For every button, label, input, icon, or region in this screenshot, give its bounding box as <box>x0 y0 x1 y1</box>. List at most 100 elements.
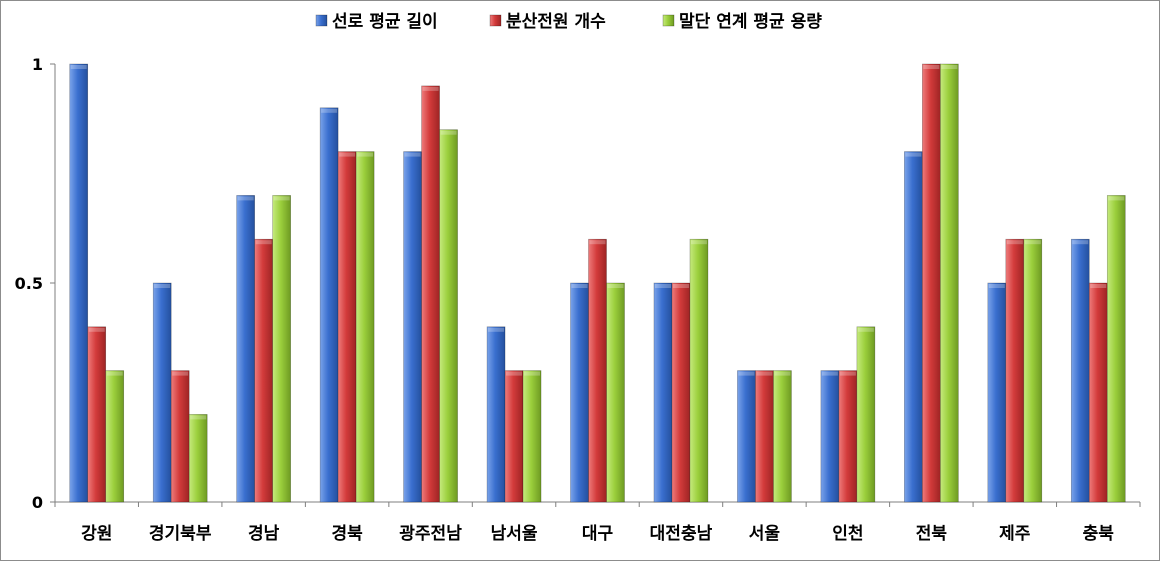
x-tick-label: 전북 <box>916 524 948 544</box>
bar-13-series-3 <box>1106 195 1126 503</box>
bar-highlight <box>839 371 856 376</box>
bar-9-series-2 <box>755 370 774 503</box>
bar-3-series-2 <box>254 238 273 503</box>
legend-label-2: 분산전원 개수 <box>506 12 606 32</box>
bar-highlight <box>672 284 689 288</box>
category-labels: 강원 경기북부 경남 경북 광주전남 남서울 대구 대전충남 서울 인천 전북 제주 충북 <box>81 524 1114 544</box>
bar-highlight <box>654 284 671 288</box>
bar-1-series-3 <box>105 370 125 503</box>
bar-1-series-1 <box>69 63 89 503</box>
bar-6-series-3 <box>522 370 542 503</box>
bar-7-series-1 <box>570 282 589 503</box>
bar-12-series-1 <box>987 282 1007 503</box>
bar-12-series-3 <box>1023 238 1043 503</box>
bar-highlight <box>607 284 624 288</box>
x-tick-label: 광주전남 <box>399 524 462 544</box>
bar-highlight <box>524 371 541 376</box>
bar-10-series-1 <box>820 370 840 503</box>
x-tick-label: 제주 <box>999 524 1031 544</box>
bar-11-series-2 <box>922 63 941 503</box>
legend-label-1: 선로 평균 길이 <box>332 12 438 32</box>
bar-highlight <box>988 284 1005 288</box>
bar-10-series-2 <box>838 370 858 503</box>
bar-8-series-1 <box>653 282 673 503</box>
x-tick-label: 경남 <box>248 524 280 544</box>
bar-highlight <box>106 371 123 376</box>
bar-highlight <box>237 196 254 201</box>
bar-2-series-2 <box>170 370 190 503</box>
bar-highlight <box>941 65 958 69</box>
x-tick-label: 강원 <box>81 524 112 544</box>
bar-highlight <box>1006 240 1023 245</box>
bar-highlight <box>404 152 421 157</box>
bar-5-series-1 <box>403 151 422 503</box>
bar-highlight <box>273 196 290 201</box>
x-tick-label: 대전충남 <box>650 524 713 544</box>
x-tick-label: 경북 <box>331 524 363 544</box>
bar-highlight <box>589 240 606 245</box>
legend-swatch-3 <box>662 14 675 27</box>
bar-highlight <box>738 371 755 376</box>
bar-7-series-3 <box>606 282 625 503</box>
x-tick-label: 인천 <box>832 524 863 544</box>
bar-highlight <box>1024 240 1041 245</box>
bar-13-series-1 <box>1070 238 1090 503</box>
bar-4-series-2 <box>337 151 357 503</box>
bar-4-series-3 <box>355 151 375 503</box>
bar-highlight <box>1090 284 1107 288</box>
bar-11-series-3 <box>940 63 959 503</box>
bar-2-series-1 <box>152 282 172 503</box>
bar-highlight <box>571 284 588 288</box>
x-tick-label: 대구 <box>582 524 614 544</box>
y-tick-label: 0.5 <box>15 274 43 293</box>
bar-highlight <box>321 108 338 113</box>
bar-highlight <box>190 415 207 420</box>
bar-highlight <box>154 284 171 288</box>
bar-12-series-2 <box>1005 238 1025 503</box>
x-tick-label: 경기북부 <box>149 524 212 544</box>
bar-highlight <box>422 86 439 91</box>
bar-7-series-2 <box>588 238 607 503</box>
bar-11-series-1 <box>904 151 923 503</box>
bar-4-series-1 <box>319 107 339 503</box>
bar-6-series-1 <box>486 326 506 503</box>
bar-9-series-3 <box>773 370 792 503</box>
bar-6-series-2 <box>504 370 524 503</box>
bar-highlight <box>488 327 505 332</box>
legend-swatch-1 <box>315 14 328 27</box>
bar-highlight <box>905 152 922 157</box>
bar-highlight <box>774 371 791 376</box>
x-tick-label: 남서울 <box>491 524 538 544</box>
bar-highlight <box>357 152 374 157</box>
bar-highlight <box>172 371 189 376</box>
bar-highlight <box>923 65 940 69</box>
bar-highlight <box>506 371 523 376</box>
bar-5-series-3 <box>439 129 458 503</box>
x-tick-label: 충북 <box>1083 524 1115 544</box>
bar-highlight <box>1072 240 1089 245</box>
x-tick-label: 서울 <box>749 524 781 544</box>
bar-3-series-3 <box>272 195 291 503</box>
bar-highlight <box>857 327 874 332</box>
bar-highlight <box>88 327 105 332</box>
bar-1-series-2 <box>87 326 107 503</box>
bar-highlight <box>756 371 773 376</box>
bar-highlight <box>690 240 707 245</box>
bar-2-series-3 <box>188 414 208 503</box>
bar-5-series-2 <box>421 85 440 503</box>
bar-highlight <box>1108 196 1125 201</box>
bar-highlight <box>255 240 272 245</box>
bar-3-series-1 <box>236 195 255 503</box>
legend: 선로 평균 길이 분산전원 개수 말단 연계 평균 용량 <box>315 11 822 32</box>
bar-9-series-1 <box>737 370 756 503</box>
bars <box>69 63 1126 503</box>
bar-13-series-2 <box>1088 282 1108 503</box>
y-tick-label: 0 <box>32 493 43 512</box>
legend-swatch-2 <box>489 14 502 27</box>
bar-highlight <box>339 152 356 157</box>
bar-10-series-3 <box>856 326 876 503</box>
bar-8-series-2 <box>671 282 691 503</box>
bar-8-series-3 <box>689 238 709 503</box>
bar-highlight <box>70 65 87 69</box>
